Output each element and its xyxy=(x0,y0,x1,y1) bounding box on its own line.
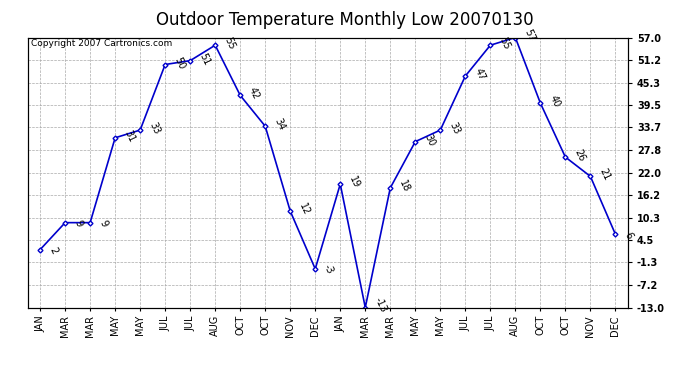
Text: Copyright 2007 Cartronics.com: Copyright 2007 Cartronics.com xyxy=(30,39,172,48)
Text: 6: 6 xyxy=(622,231,634,240)
Text: 33: 33 xyxy=(447,121,462,136)
Text: 19: 19 xyxy=(347,175,362,190)
Text: 2: 2 xyxy=(47,246,59,256)
Text: 57: 57 xyxy=(522,28,537,44)
Text: -3: -3 xyxy=(322,262,335,275)
Text: 9: 9 xyxy=(97,219,109,229)
Text: 42: 42 xyxy=(247,86,262,102)
Text: 12: 12 xyxy=(297,202,311,217)
Text: -13: -13 xyxy=(372,295,388,314)
Text: 55: 55 xyxy=(222,36,237,51)
Text: 26: 26 xyxy=(572,148,586,163)
Text: 55: 55 xyxy=(497,36,511,51)
Text: 30: 30 xyxy=(422,132,437,148)
Text: 40: 40 xyxy=(547,94,562,109)
Text: 51: 51 xyxy=(197,51,211,67)
Text: 21: 21 xyxy=(598,167,611,183)
Text: 33: 33 xyxy=(147,121,161,136)
Text: 31: 31 xyxy=(122,129,137,144)
Text: 34: 34 xyxy=(272,117,286,132)
Text: 47: 47 xyxy=(472,67,486,82)
Text: 50: 50 xyxy=(172,55,186,70)
Text: Outdoor Temperature Monthly Low 20070130: Outdoor Temperature Monthly Low 20070130 xyxy=(156,11,534,29)
Text: 9: 9 xyxy=(72,219,83,229)
Text: 18: 18 xyxy=(397,179,411,194)
